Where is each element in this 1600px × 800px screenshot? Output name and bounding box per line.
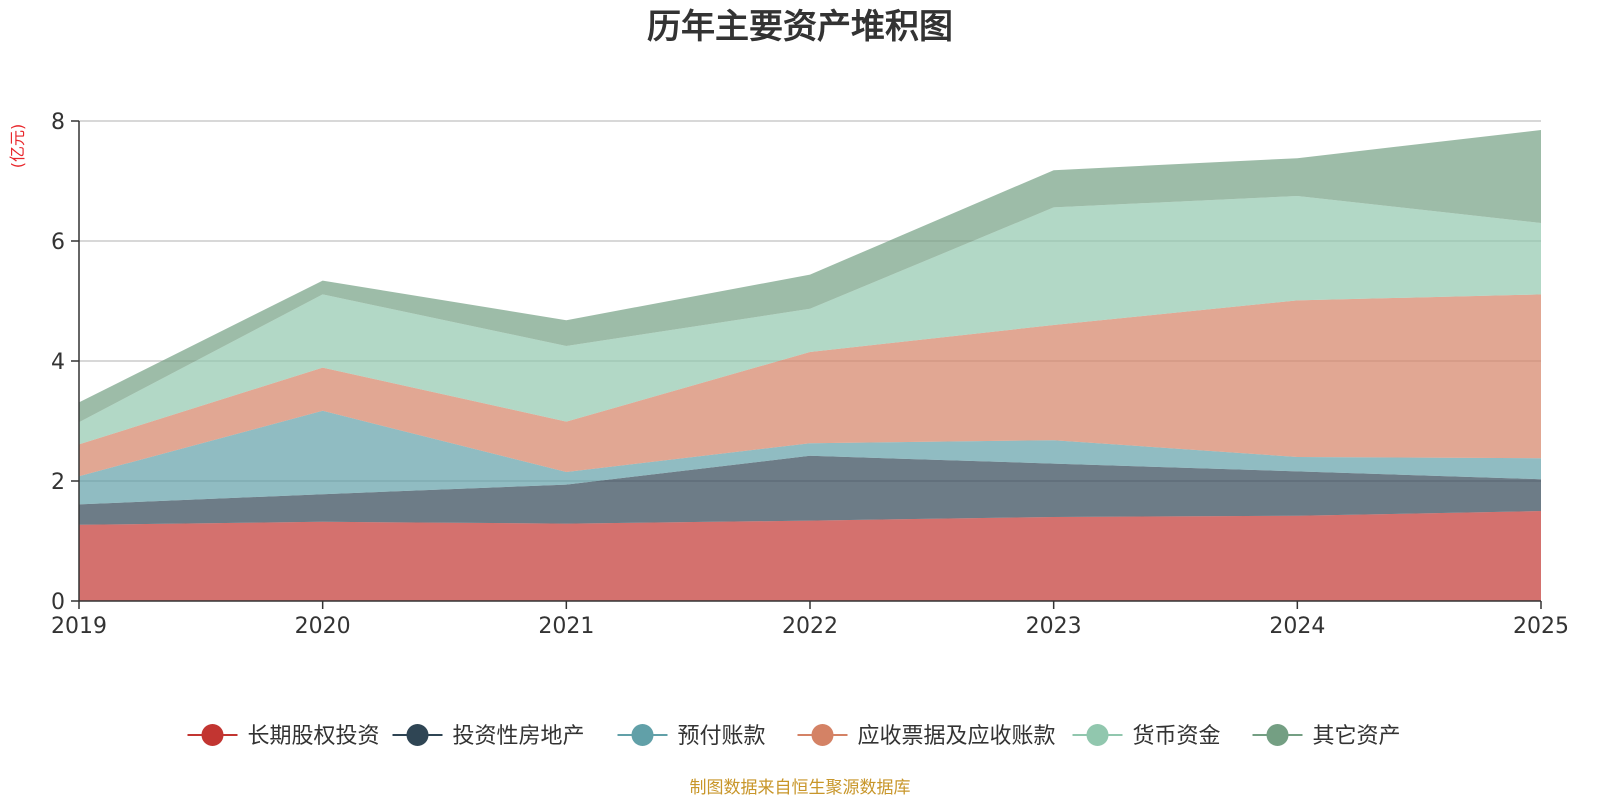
legend-marker <box>1086 724 1109 746</box>
legend-label: 货币资金 <box>1133 724 1221 749</box>
legend-marker <box>1266 724 1289 746</box>
legend-item[interactable]: 其它资产 <box>1252 724 1401 749</box>
legend-marker <box>631 724 654 746</box>
legend-label: 长期股权投资 <box>248 724 380 749</box>
legend-marker <box>406 724 429 746</box>
legend-marker <box>811 724 834 746</box>
x-tick-label: 2025 <box>1513 614 1569 639</box>
x-tick-label: 2021 <box>538 614 594 639</box>
legend-marker <box>201 724 224 746</box>
area-长期股权投资 <box>79 511 1541 601</box>
area-应收票据及应收账款 <box>79 294 1541 477</box>
x-tick-label: 2024 <box>1269 614 1325 639</box>
y-tick-label: 4 <box>51 350 65 375</box>
source-note: 制图数据来自恒生聚源数据库 <box>690 778 911 798</box>
legend-item[interactable]: 投资性房地产 <box>392 724 585 749</box>
y-tick-label: 8 <box>51 110 65 135</box>
legend-label: 其它资产 <box>1313 724 1401 749</box>
legend-item[interactable]: 长期股权投资 <box>187 724 380 749</box>
legend-item[interactable]: 货币资金 <box>1072 724 1221 749</box>
area-投资性房地产 <box>79 455 1541 525</box>
area-series-group <box>79 130 1541 601</box>
x-tick-label: 2019 <box>51 614 107 639</box>
x-tick-label: 2023 <box>1026 614 1082 639</box>
legend: 长期股权投资 投资性房地产 预付账款 应收票据及应收账款 货币资金 其它资产 <box>187 724 1401 749</box>
y-tick-label: 2 <box>51 470 65 495</box>
area-货币资金 <box>79 196 1541 445</box>
x-tick-label: 2020 <box>295 614 351 639</box>
axes: 0 2 4 6 8 2019 2020 2021 2022 2023 2024 2025 <box>51 110 1569 639</box>
area-其它资产 <box>79 130 1541 423</box>
legend-label: 预付账款 <box>678 724 766 749</box>
legend-label: 应收票据及应收账款 <box>858 724 1056 749</box>
legend-label: 投资性房地产 <box>453 724 585 749</box>
chart-title: 历年主要资产堆积图 <box>647 7 953 47</box>
legend-item[interactable]: 预付账款 <box>617 724 766 749</box>
y-tick-label: 6 <box>51 230 65 255</box>
y-tick-label: 0 <box>51 590 65 615</box>
y-axis-unit-label: (亿元) <box>8 124 27 169</box>
legend-item[interactable]: 应收票据及应收账款 <box>797 724 1056 749</box>
area-预付账款 <box>79 410 1541 505</box>
x-tick-label: 2022 <box>782 614 838 639</box>
